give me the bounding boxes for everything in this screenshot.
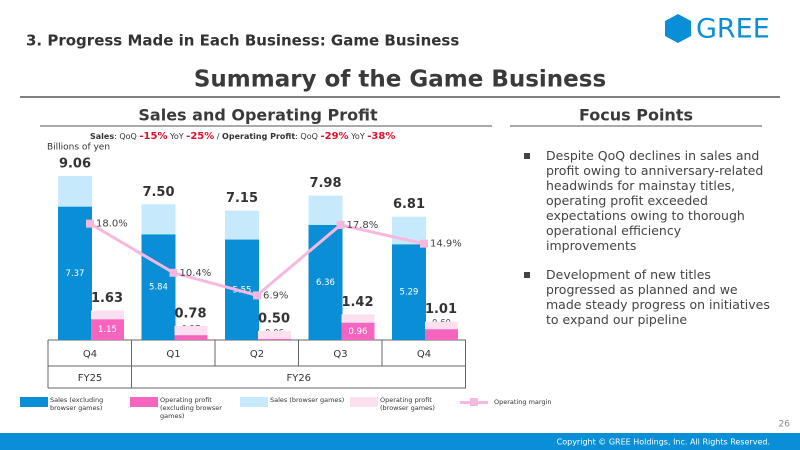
x-group-label: FY26 <box>286 373 311 384</box>
margin-label: 17.8% <box>347 220 379 231</box>
bar <box>258 330 291 339</box>
bar <box>141 204 176 235</box>
bar <box>425 321 458 330</box>
x-tick-label: Q2 <box>250 349 264 360</box>
sales-total-label: 7.98 <box>309 176 341 191</box>
bar-value-label: 1.15 <box>98 325 117 335</box>
summary-part: : QoQ <box>295 132 321 141</box>
x-tick-label: Q1 <box>166 349 180 360</box>
footer-bar <box>0 433 800 450</box>
focus-point: Despite QoQ declines in sales and profit… <box>522 148 772 253</box>
bar-value-label: 5.29 <box>400 288 419 298</box>
legend-label: Sales (browser games) <box>270 396 345 404</box>
margin-marker <box>336 220 345 229</box>
bar <box>58 206 92 340</box>
sales-total-label: 7.50 <box>142 185 174 200</box>
focus-point: Development of new titles progressed as … <box>522 267 772 327</box>
bar <box>341 314 375 323</box>
bar <box>91 319 124 340</box>
bar <box>425 329 458 340</box>
legend-swatch <box>20 397 48 407</box>
summary-part: Sales <box>90 132 115 141</box>
bar <box>225 210 259 240</box>
legend-swatch <box>240 397 268 407</box>
sales-total-label: 9.06 <box>59 157 91 172</box>
section-title: 3. Progress Made in Each Business: Game … <box>26 32 459 50</box>
summary-part: -25% <box>186 131 215 142</box>
legend-label: Sales (excluding browser games) <box>50 396 104 412</box>
summary-part: YoY <box>167 132 187 141</box>
profit-total-label: 1.63 <box>91 291 123 306</box>
margin-marker <box>169 268 178 277</box>
bar <box>141 234 176 340</box>
summary-part: -38% <box>367 131 396 142</box>
x-tick-label: Q4 <box>417 349 431 360</box>
x-tick-label: Q4 <box>83 349 97 360</box>
legend-swatch <box>470 398 478 406</box>
profit-total-label: 0.50 <box>258 311 290 326</box>
bar <box>258 338 291 340</box>
profit-total-label: 1.42 <box>341 295 373 310</box>
bar <box>174 325 208 336</box>
legend-swatch <box>130 397 158 407</box>
profit-total-label: 0.78 <box>174 306 206 321</box>
legend-swatch <box>350 397 378 407</box>
margin-marker <box>253 291 261 300</box>
x-tick-label: Q3 <box>333 349 347 360</box>
focus-heading: Focus Points <box>579 106 693 125</box>
x-group-label: FY25 <box>78 373 103 384</box>
left-heading: Sales and Operating Profit <box>138 106 378 125</box>
margin-marker <box>86 219 94 228</box>
sales-total-label: 6.81 <box>393 197 425 212</box>
bar <box>392 244 426 340</box>
logo-text: GREE <box>696 14 770 45</box>
summary-part: YoY <box>348 132 368 141</box>
legend-label: Operating profit (browser games) <box>380 396 435 412</box>
page-number: 26 <box>779 420 791 430</box>
bar <box>91 310 124 320</box>
logo-mark <box>665 14 691 43</box>
summary-part: : QoQ <box>114 132 140 141</box>
summary-part: -15% <box>139 131 168 142</box>
profit-total-label: 1.01 <box>425 302 457 317</box>
legend-label: Operating profit (excluding browser game… <box>160 396 222 420</box>
bar <box>341 322 375 340</box>
margin-marker <box>420 239 428 248</box>
bar-value-label: 5.84 <box>149 283 168 293</box>
y-axis-label: Billions of yen <box>47 143 110 153</box>
bar <box>308 195 343 225</box>
margin-label: 6.9% <box>263 290 288 301</box>
summary-part: / <box>214 132 223 141</box>
bar-value-label: 0.96 <box>349 327 368 337</box>
margin-label: 14.9% <box>430 239 462 250</box>
bar <box>58 176 92 207</box>
summary-part: -29% <box>320 131 349 142</box>
slide-title: Summary of the Game Business <box>194 67 606 93</box>
margin-label: 10.4% <box>180 268 212 279</box>
margin-label: 18.0% <box>96 219 128 230</box>
bar <box>308 224 343 340</box>
copyright: Copyright © GREE Holdings, Inc. All Righ… <box>557 438 770 447</box>
bar-value-label: 7.37 <box>66 269 85 279</box>
summary-part: Operating Profit <box>222 132 296 141</box>
bar <box>174 335 208 340</box>
sales-total-label: 7.15 <box>226 191 258 206</box>
summary-line: Sales: QoQ -15% YoY -25% / Operating Pro… <box>90 131 395 142</box>
legend-label: Operating margin <box>494 398 552 406</box>
focus-list: Despite QoQ declines in sales and profit… <box>522 148 772 341</box>
bar-value-label: 6.36 <box>316 278 335 288</box>
